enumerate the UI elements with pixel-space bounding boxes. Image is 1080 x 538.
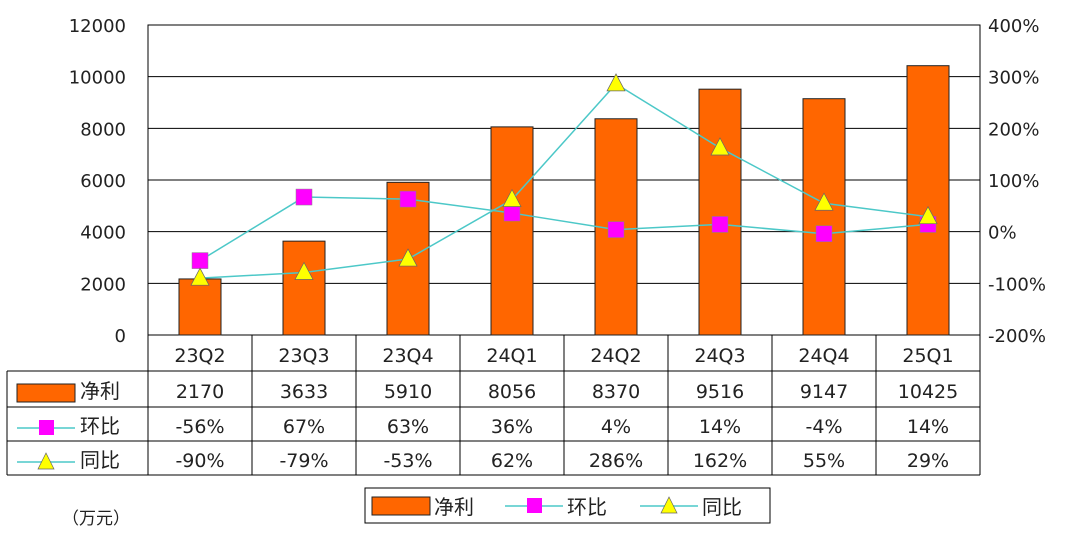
marker-square xyxy=(191,252,209,269)
marker-triangle xyxy=(502,188,522,207)
bar-25Q1 xyxy=(906,65,950,336)
line-环比 xyxy=(199,196,929,262)
table-cell: 10425 xyxy=(898,381,958,403)
table-cell: 55% xyxy=(803,450,845,472)
table-cell: 8056 xyxy=(488,381,536,403)
marker-triangle xyxy=(814,192,834,211)
marker-triangle xyxy=(294,261,314,280)
legend-label: 环比 xyxy=(567,495,607,519)
table-cell: -79% xyxy=(279,450,328,472)
marker-triangle xyxy=(710,137,730,156)
unit-label: （万元） xyxy=(62,509,130,529)
right-tick-label: -200% xyxy=(988,326,1046,347)
category-label: 23Q3 xyxy=(278,345,329,367)
row-label: 环比 xyxy=(80,414,120,438)
bar-24Q3 xyxy=(698,88,742,336)
marker-square xyxy=(295,188,313,206)
marker-triangle xyxy=(606,73,626,92)
left-tick-label: 0 xyxy=(115,326,126,347)
table-cell: 63% xyxy=(387,416,429,438)
table-cell: 5910 xyxy=(384,381,432,403)
table-cell: 14% xyxy=(699,416,741,438)
legend-key-bar xyxy=(16,383,76,403)
right-tick-label: 0% xyxy=(988,223,1017,244)
table-cell: 8370 xyxy=(592,381,640,403)
table-cell: -4% xyxy=(806,416,843,438)
table-cell: 62% xyxy=(491,450,533,472)
table-cell: 9147 xyxy=(800,381,848,403)
table-cell: 14% xyxy=(907,416,949,438)
legend-key-square xyxy=(527,498,542,513)
left-tick-label: 4000 xyxy=(80,223,126,244)
category-label: 23Q4 xyxy=(382,345,433,367)
table-cell: 4% xyxy=(601,416,631,438)
table-cell: -56% xyxy=(175,416,224,438)
left-tick-label: 12000 xyxy=(69,16,126,37)
marker-triangle xyxy=(398,248,418,267)
row-label: 净利 xyxy=(80,379,120,403)
marker-triangle xyxy=(190,267,210,286)
right-tick-label: 100% xyxy=(988,171,1039,192)
right-tick-label: 200% xyxy=(988,119,1039,140)
right-tick-label: 300% xyxy=(988,68,1039,89)
legend xyxy=(364,487,771,524)
left-tick-label: 2000 xyxy=(80,274,126,295)
row-label: 同比 xyxy=(80,448,120,472)
right-tick-label: -100% xyxy=(988,274,1046,295)
table-cell: 67% xyxy=(283,416,325,438)
legend-label: 同比 xyxy=(702,495,742,519)
legend-key-triangle xyxy=(37,452,55,470)
legend-label: 净利 xyxy=(434,495,474,519)
marker-triangle xyxy=(918,205,938,225)
table-cell: -53% xyxy=(383,450,432,472)
line-同比 xyxy=(199,82,929,279)
table-cell: 162% xyxy=(693,450,747,472)
table-cell: 9516 xyxy=(696,381,744,403)
category-label: 24Q4 xyxy=(798,345,849,367)
category-label: 24Q3 xyxy=(694,345,745,367)
marker-square xyxy=(815,225,833,242)
legend-key-triangle xyxy=(660,496,678,514)
table-cell: 36% xyxy=(491,416,533,438)
left-tick-label: 8000 xyxy=(80,119,126,140)
table-cell: 3633 xyxy=(280,381,328,403)
bar-23Q3 xyxy=(282,240,326,336)
marker-square xyxy=(711,216,729,233)
bar-24Q4 xyxy=(802,98,846,336)
left-tick-label: 6000 xyxy=(80,171,126,192)
table-cell: 29% xyxy=(907,450,949,472)
table-cell: 2170 xyxy=(176,381,224,403)
category-label: 24Q1 xyxy=(486,345,537,367)
bar-23Q2 xyxy=(178,278,222,336)
left-tick-label: 10000 xyxy=(69,68,126,89)
marker-square xyxy=(399,190,417,208)
table-cell: -90% xyxy=(175,450,224,472)
category-label: 25Q1 xyxy=(902,345,953,367)
marker-square xyxy=(607,221,625,238)
table-cell: 286% xyxy=(589,450,643,472)
category-label: 24Q2 xyxy=(590,345,641,367)
bar-24Q1 xyxy=(490,126,534,336)
right-tick-label: 400% xyxy=(988,16,1039,37)
category-label: 23Q2 xyxy=(174,345,225,367)
legend-key-bar xyxy=(371,496,431,516)
marker-square xyxy=(503,204,521,222)
legend-key-square xyxy=(39,420,54,435)
